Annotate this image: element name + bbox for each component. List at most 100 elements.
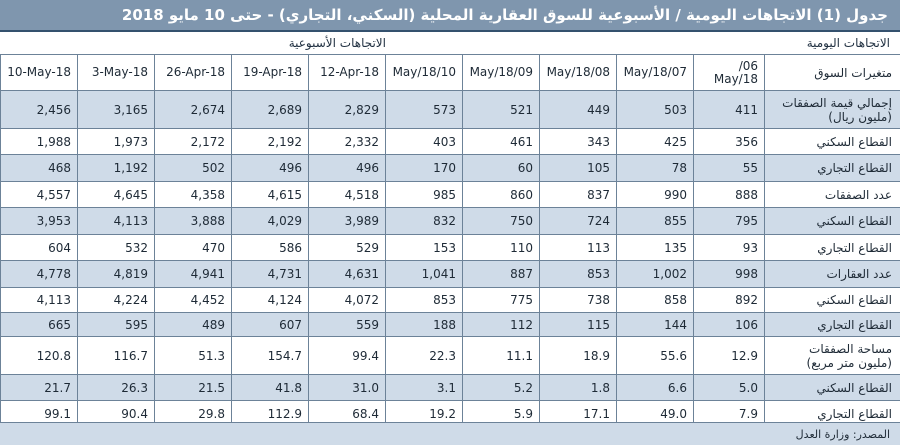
value-cell: 356 — [694, 129, 765, 155]
value-cell: 604 — [1, 235, 78, 261]
value-cell: 55.6 — [617, 337, 694, 375]
value-cell: 470 — [155, 235, 232, 261]
value-cell: 503 — [617, 91, 694, 129]
value-cell: 607 — [232, 313, 309, 337]
row-label-cell: القطاع التجاري — [765, 235, 900, 261]
value-cell: 468 — [1, 155, 78, 182]
value-cell: 2,456 — [1, 91, 78, 129]
value-cell: 532 — [78, 235, 155, 261]
value-cell: 586 — [232, 235, 309, 261]
value-cell: 2,332 — [309, 129, 386, 155]
value-cell: 4,557 — [1, 182, 78, 208]
weekly-trends-label: الاتجاهات الأسبوعية — [0, 32, 386, 54]
value-cell: 55 — [694, 155, 765, 182]
value-cell: 1,988 — [1, 129, 78, 155]
value-cell: 529 — [309, 235, 386, 261]
row-label-cell: عدد الصفقات — [765, 182, 900, 208]
value-cell: 4,615 — [232, 182, 309, 208]
value-cell: 4,358 — [155, 182, 232, 208]
value-cell: 112 — [463, 313, 540, 337]
value-cell: 2,689 — [232, 91, 309, 129]
value-cell: 521 — [463, 91, 540, 129]
value-cell: 105 — [540, 155, 617, 182]
value-cell: 78 — [617, 155, 694, 182]
value-cell: 860 — [463, 182, 540, 208]
row-label-cell: القطاع التجاري — [765, 313, 900, 337]
value-cell: 2,829 — [309, 91, 386, 129]
value-cell: 4,645 — [78, 182, 155, 208]
value-cell: 990 — [617, 182, 694, 208]
daily-trends-label: الاتجاهات اليومية — [807, 32, 890, 54]
value-cell: 4,072 — [309, 288, 386, 313]
value-cell: 22.3 — [386, 337, 463, 375]
value-cell: 144 — [617, 313, 694, 337]
value-cell: 115 — [540, 313, 617, 337]
value-cell: 5.2 — [463, 375, 540, 401]
value-cell: 411 — [694, 91, 765, 129]
value-cell: 51.3 — [155, 337, 232, 375]
value-cell: 775 — [463, 288, 540, 313]
value-cell: 31.0 — [309, 375, 386, 401]
value-cell: 11.1 — [463, 337, 540, 375]
value-cell: 3,989 — [309, 208, 386, 235]
value-cell: 170 — [386, 155, 463, 182]
value-cell: 21.5 — [155, 375, 232, 401]
value-cell: 110 — [463, 235, 540, 261]
value-cell: 12.9 — [694, 337, 765, 375]
value-cell: 665 — [1, 313, 78, 337]
value-cell: 3,888 — [155, 208, 232, 235]
value-cell: 496 — [232, 155, 309, 182]
value-cell: 425 — [617, 129, 694, 155]
header-label-cell: متغيرات السوق — [765, 55, 900, 91]
value-cell: 116.7 — [78, 337, 155, 375]
value-cell: 4,631 — [309, 261, 386, 288]
value-cell: 93 — [694, 235, 765, 261]
value-cell: 4,731 — [232, 261, 309, 288]
value-cell: 998 — [694, 261, 765, 288]
value-cell: 750 — [463, 208, 540, 235]
value-cell: 188 — [386, 313, 463, 337]
value-cell: 573 — [386, 91, 463, 129]
value-cell: 4,029 — [232, 208, 309, 235]
value-cell: 832 — [386, 208, 463, 235]
value-cell: 461 — [463, 129, 540, 155]
value-cell: 4,113 — [1, 288, 78, 313]
row-label-cell: القطاع السكني — [765, 375, 900, 401]
value-cell: 4,778 — [1, 261, 78, 288]
value-cell: 4,518 — [309, 182, 386, 208]
value-cell: 795 — [694, 208, 765, 235]
row-label-cell: القطاع السكني — [765, 288, 900, 313]
row-label-cell: إجمالي قيمة الصفقات(مليون ريال) — [765, 91, 900, 129]
value-cell: 4,452 — [155, 288, 232, 313]
value-cell: 21.7 — [1, 375, 78, 401]
row-label-cell: عدد العقارات — [765, 261, 900, 288]
header-date-cell: 12-Apr-18 — [309, 55, 386, 91]
value-cell: 1,041 — [386, 261, 463, 288]
value-cell: 2,172 — [155, 129, 232, 155]
value-cell: 60 — [463, 155, 540, 182]
value-cell: 113 — [540, 235, 617, 261]
value-cell: 6.6 — [617, 375, 694, 401]
value-cell: 738 — [540, 288, 617, 313]
row-label-cell: القطاع التجاري — [765, 155, 900, 182]
header-date-cell: 10-May-18 — [1, 55, 78, 91]
value-cell: 724 — [540, 208, 617, 235]
value-cell: 18.9 — [540, 337, 617, 375]
header-date-cell: 3-May-18 — [78, 55, 155, 91]
value-cell: 4,113 — [78, 208, 155, 235]
value-cell: 985 — [386, 182, 463, 208]
value-cell: 449 — [540, 91, 617, 129]
value-cell: 2,192 — [232, 129, 309, 155]
value-cell: 5.0 — [694, 375, 765, 401]
value-cell: 502 — [155, 155, 232, 182]
